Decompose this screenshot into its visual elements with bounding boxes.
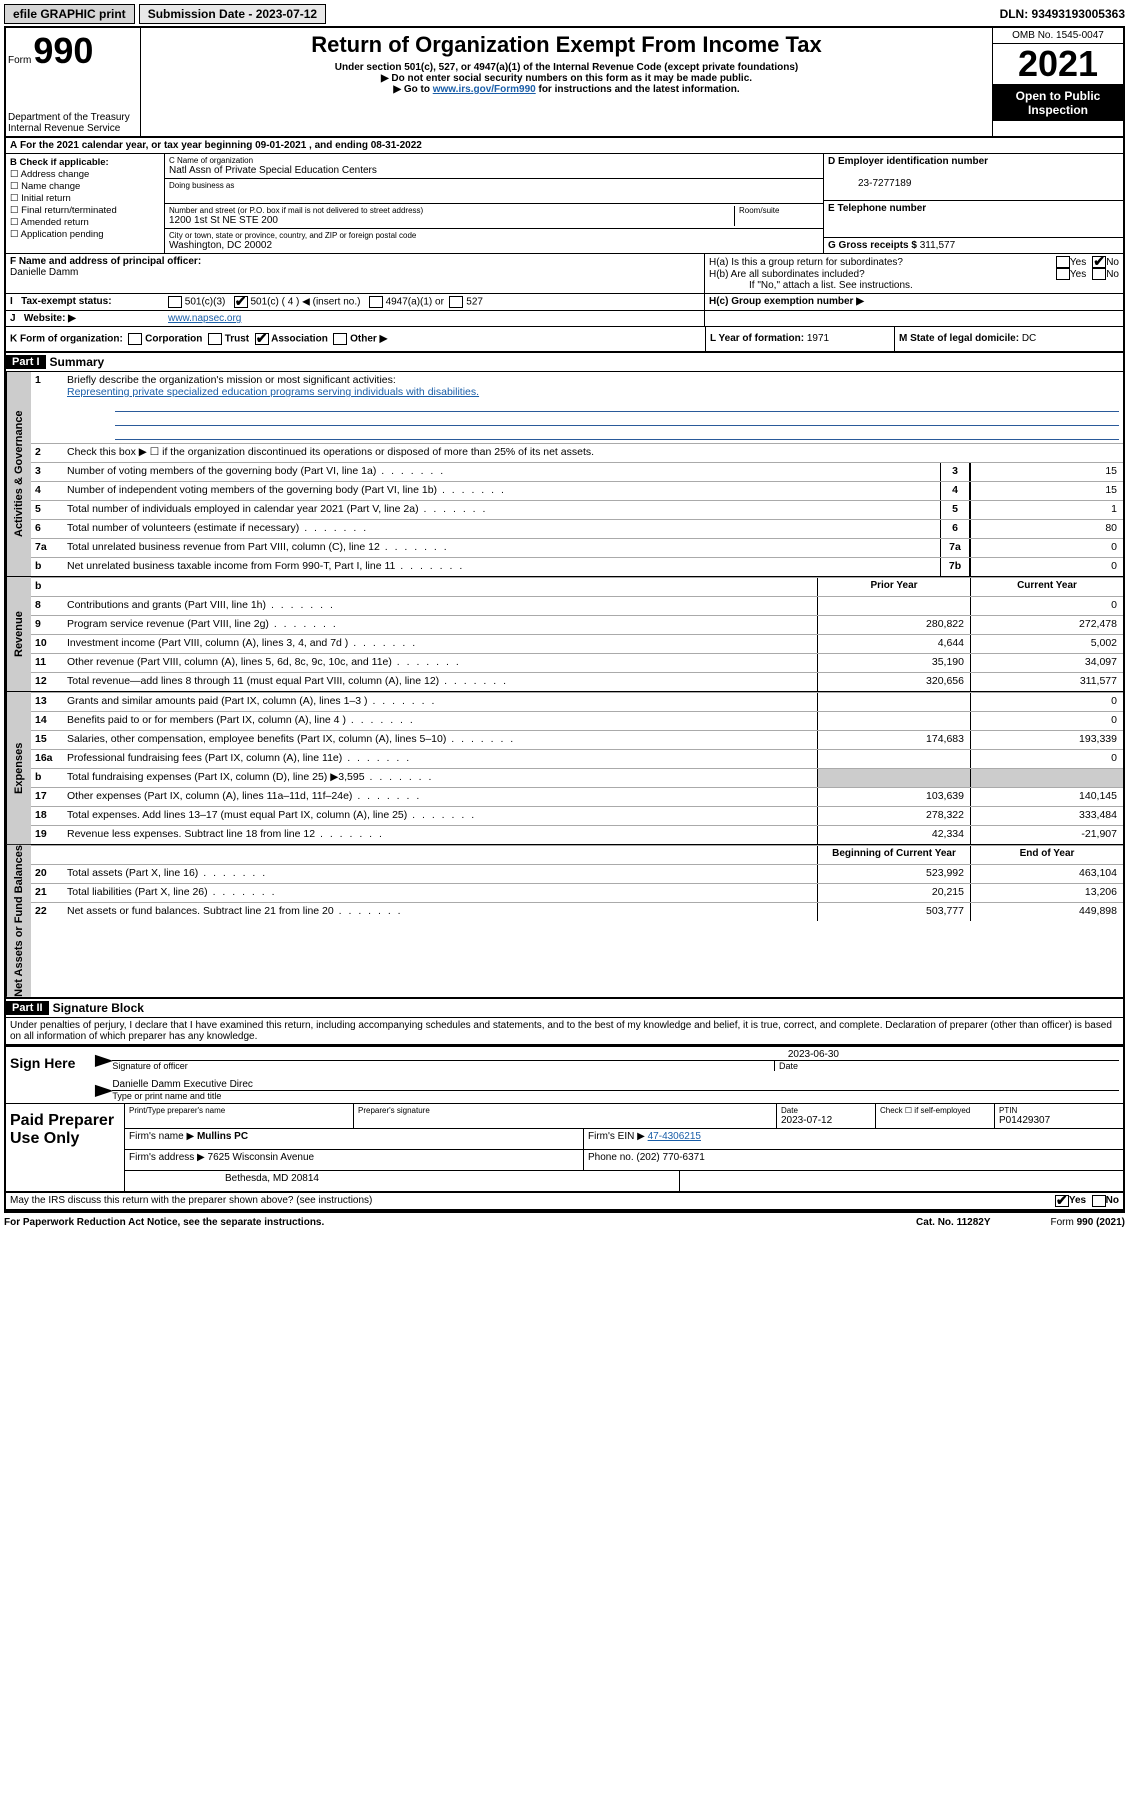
- website-link[interactable]: www.napsec.org: [168, 313, 241, 324]
- k-corp-checkbox[interactable]: [128, 333, 142, 345]
- summary-line: 16aProfessional fundraising fees (Part I…: [31, 749, 1123, 768]
- form-sub3: Go to www.irs.gov/Form990 for instructio…: [145, 84, 988, 95]
- omb: OMB No. 1545-0047: [993, 28, 1123, 44]
- gross-receipts: 311,577: [920, 240, 955, 251]
- section-fh: F Name and address of principal officer:…: [6, 254, 1123, 294]
- section-b: B Check if applicable: ☐ Address change …: [6, 154, 165, 253]
- exp-sidetab: Expenses: [6, 692, 31, 844]
- summary-line: 13Grants and similar amounts paid (Part …: [31, 692, 1123, 711]
- rev-block: Revenue b Prior Year Current Year 8Contr…: [6, 577, 1123, 692]
- gov-block: Activities & Governance 1 Briefly descri…: [6, 372, 1123, 577]
- row-a: A For the 2021 calendar year, or tax yea…: [6, 138, 1123, 154]
- summary-line: 15Salaries, other compensation, employee…: [31, 730, 1123, 749]
- section-klm: K Form of organization: Corporation Trus…: [6, 327, 1123, 353]
- gov-sidetab: Activities & Governance: [6, 372, 31, 576]
- section-j: J Website: ▶ www.napsec.org: [6, 311, 1123, 327]
- summary-line: 9Program service revenue (Part VIII, lin…: [31, 615, 1123, 634]
- summary-line: 7aTotal unrelated business revenue from …: [31, 538, 1123, 557]
- ha-yes-checkbox[interactable]: [1056, 256, 1070, 268]
- k-other-checkbox[interactable]: [333, 333, 347, 345]
- ein: 23-7277189: [828, 178, 911, 189]
- hb-no-checkbox[interactable]: [1092, 268, 1106, 280]
- summary-line: 12Total revenue—add lines 8 through 11 (…: [31, 672, 1123, 691]
- summary-line: 18Total expenses. Add lines 13–17 (must …: [31, 806, 1123, 825]
- rev-sidetab: Revenue: [6, 577, 31, 691]
- form-sub1: Under section 501(c), 527, or 4947(a)(1)…: [145, 62, 988, 73]
- nab-sidetab: Net Assets or Fund Balances: [6, 845, 31, 997]
- summary-line: 14Benefits paid to or for members (Part …: [31, 711, 1123, 730]
- form-number: 990: [33, 30, 93, 72]
- i-501c3-checkbox[interactable]: [168, 296, 182, 308]
- summary-line: bNet unrelated business taxable income f…: [31, 557, 1123, 576]
- officer-sig-name: Danielle Damm Executive Direc: [112, 1079, 1119, 1090]
- section-bcdefg: B Check if applicable: ☐ Address change …: [6, 154, 1123, 254]
- footer: For Paperwork Reduction Act Notice, see …: [4, 1213, 1125, 1232]
- mission-text: Representing private specialized educati…: [67, 386, 479, 398]
- submission-date: Submission Date - 2023-07-12: [139, 4, 326, 24]
- summary-line: 4Number of independent voting members of…: [31, 481, 1123, 500]
- i-527-checkbox[interactable]: [449, 296, 463, 308]
- form-sub2: Do not enter social security numbers on …: [145, 73, 988, 84]
- section-i: I Tax-exempt status: 501(c)(3) 501(c) ( …: [6, 294, 1123, 311]
- hb-yes-checkbox[interactable]: [1056, 268, 1070, 280]
- k-trust-checkbox[interactable]: [208, 333, 222, 345]
- open-public: Open to Public Inspection: [993, 85, 1123, 121]
- org-name: Natl Assn of Private Special Education C…: [169, 165, 377, 176]
- form-header: Form 990 Department of the Treasury Inte…: [6, 28, 1123, 138]
- sign-block: Sign Here 2023-06-30 Signature of office…: [6, 1045, 1123, 1104]
- summary-line: 10Investment income (Part VIII, column (…: [31, 634, 1123, 653]
- preparer-block: Paid Preparer Use Only Print/Type prepar…: [6, 1104, 1123, 1193]
- summary-line: 17Other expenses (Part IX, column (A), l…: [31, 787, 1123, 806]
- header-right: OMB No. 1545-0047 2021 Open to Public In…: [992, 28, 1123, 136]
- summary-line: 3Number of voting members of the governi…: [31, 462, 1123, 481]
- summary-line: 22Net assets or fund balances. Subtract …: [31, 902, 1123, 921]
- summary-line: 11Other revenue (Part VIII, column (A), …: [31, 653, 1123, 672]
- header-left: Form 990 Department of the Treasury Inte…: [6, 28, 141, 136]
- summary-line: bTotal fundraising expenses (Part IX, co…: [31, 768, 1123, 787]
- summary-line: 6Total number of volunteers (estimate if…: [31, 519, 1123, 538]
- discuss-row: May the IRS discuss this return with the…: [6, 1193, 1123, 1211]
- section-c: C Name of organization Natl Assn of Priv…: [165, 154, 823, 253]
- efile-label[interactable]: efile GRAPHIC print: [4, 4, 135, 24]
- form-label: Form: [8, 55, 31, 66]
- top-bar: efile GRAPHIC print Submission Date - 20…: [4, 4, 1125, 24]
- ha-no-checkbox[interactable]: [1092, 256, 1106, 268]
- discuss-no-checkbox[interactable]: [1092, 1195, 1106, 1207]
- summary-line: 20Total assets (Part X, line 16)523,9924…: [31, 864, 1123, 883]
- part-ii-header: Part II Signature Block: [6, 999, 1123, 1018]
- summary-line: 21Total liabilities (Part X, line 26)20,…: [31, 883, 1123, 902]
- dln: DLN: 93493193005363: [1000, 7, 1125, 21]
- tax-year: 2021: [993, 44, 1123, 85]
- i-501c-checkbox[interactable]: [234, 296, 248, 308]
- sign-arrow-icon: [98, 1049, 112, 1071]
- summary-line: 5Total number of individuals employed in…: [31, 500, 1123, 519]
- irs-link[interactable]: www.irs.gov/Form990: [433, 84, 536, 95]
- exp-block: Expenses 13Grants and similar amounts pa…: [6, 692, 1123, 845]
- org-city: Washington, DC 20002: [169, 240, 272, 251]
- nab-block: Net Assets or Fund Balances Beginning of…: [6, 845, 1123, 999]
- summary-line: 8Contributions and grants (Part VIII, li…: [31, 596, 1123, 615]
- form-container: Form 990 Department of the Treasury Inte…: [4, 26, 1125, 1213]
- section-deg: D Employer identification number 23-7277…: [823, 154, 1123, 253]
- org-address: 1200 1st St NE STE 200: [169, 215, 278, 226]
- sign-arrow-icon-2: [98, 1079, 112, 1101]
- part-i-header: Part I Summary: [6, 353, 1123, 372]
- k-assoc-checkbox[interactable]: [255, 333, 269, 345]
- summary-line: 19Revenue less expenses. Subtract line 1…: [31, 825, 1123, 844]
- header-mid: Return of Organization Exempt From Incom…: [141, 28, 992, 136]
- perjury-decl: Under penalties of perjury, I declare th…: [6, 1018, 1123, 1045]
- dept-label: Department of the Treasury Internal Reve…: [8, 112, 138, 134]
- i-4947-checkbox[interactable]: [369, 296, 383, 308]
- form-title: Return of Organization Exempt From Incom…: [145, 32, 988, 58]
- officer-name: Danielle Damm: [10, 267, 78, 278]
- firm-ein: 47-4306215: [648, 1131, 701, 1142]
- discuss-yes-checkbox[interactable]: [1055, 1195, 1069, 1207]
